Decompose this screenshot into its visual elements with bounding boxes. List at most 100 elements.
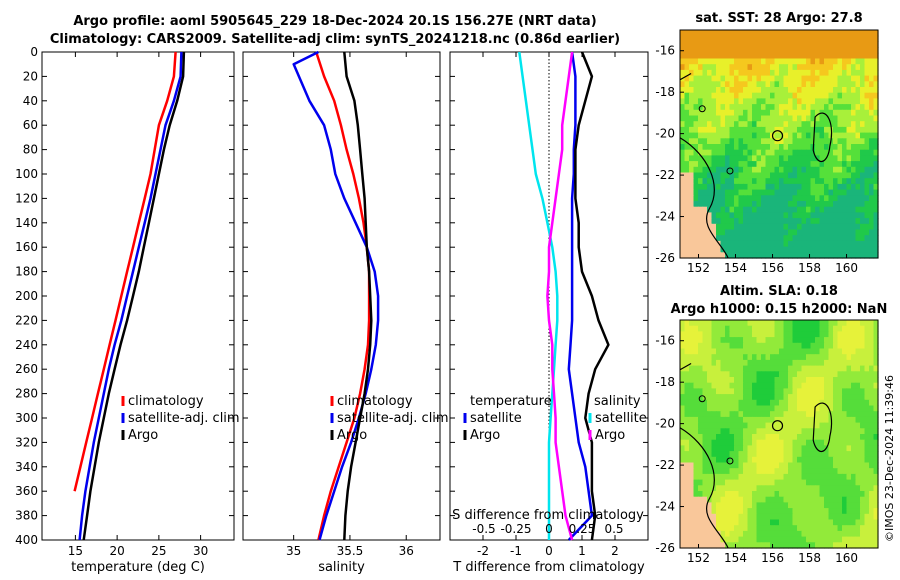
temp-xtick-label: 15 [68, 544, 83, 558]
sst-xtick-label: 160 [835, 261, 858, 275]
sla-argo-position-marker [771, 420, 784, 432]
sal-legend-label: satellite-adj. clim [337, 411, 449, 426]
temp-ytick-label: 300 [15, 411, 38, 425]
sst-islet [726, 167, 734, 175]
temp-xtick-label: 20 [109, 544, 124, 558]
sla-islet [698, 395, 706, 403]
temp-ytick-label: 260 [15, 362, 38, 376]
diff-sal-legend-label: satellite [595, 411, 647, 426]
figure-title-line2: Climatology: CARS2009. Satellite-adj cli… [49, 32, 621, 47]
diff-plot [449, 51, 649, 541]
temp-legend-label: Argo [128, 428, 158, 443]
temp-ytick-label: 360 [15, 484, 38, 498]
sla-ytick-label: -24 [655, 500, 675, 514]
temp-ytick-label: 60 [23, 118, 38, 132]
sla-xtick-label: 158 [798, 551, 821, 565]
temp-ytick-label: 400 [15, 533, 38, 547]
sla-xtick-label: 156 [761, 551, 784, 565]
sal-xtick-label: 35 [286, 544, 301, 558]
sal-plot [242, 50, 441, 541]
sla-map-frame [679, 319, 879, 549]
temp-series-satellite-adj-clim [78, 51, 183, 541]
temp-ytick-label: 20 [23, 69, 38, 83]
diff-top-axis-label: S difference from climatology [452, 508, 644, 523]
temp-ytick-label: 160 [15, 240, 38, 254]
sla-ytick-label: -18 [655, 375, 675, 389]
diff-series-temperature-argo [574, 51, 610, 541]
temp-plot [41, 51, 235, 541]
sla-map-title-line1: Altim. SLA: 0.18 [720, 284, 838, 299]
diff-temp-legend-label: Argo [470, 428, 500, 443]
sal-legend-label: climatology [337, 394, 413, 409]
sla-xtick-label: 154 [724, 551, 747, 565]
temp-xtick-label: 30 [193, 544, 208, 558]
temp-axes-frame [41, 51, 235, 541]
imos-timestamp-watermark: ©IMOS 23-Dec-2024 11:39:46 [883, 375, 896, 542]
sst-islet [698, 105, 706, 113]
temp-ytick-label: 120 [15, 191, 38, 205]
temp-ytick-label: 240 [15, 338, 38, 352]
sst-xtick-label: 156 [761, 261, 784, 275]
sst-map [679, 29, 879, 259]
temp-xtick-label: 25 [151, 544, 166, 558]
sst-reef-contour [679, 137, 729, 259]
temp-legend-label: climatology [128, 394, 204, 409]
diff-xtick-label: 2 [611, 544, 619, 558]
temp-ytick-label: 100 [15, 167, 38, 181]
sla-xtick-label: 152 [687, 551, 710, 565]
sla-chesterfield-contour [812, 402, 833, 452]
diff-xtick-label: 1 [578, 544, 586, 558]
sst-argo-position-marker [771, 130, 784, 142]
sst-coast-fragment [679, 73, 692, 81]
figure-title-line1: Argo profile: aoml 5905645_229 18-Dec-20… [73, 14, 597, 29]
diff-top-tick-label: 0 [545, 522, 553, 536]
diff-top-tick-label: 0.5 [604, 522, 623, 536]
sal-series-satellite-adj-clim [292, 50, 380, 541]
sla-islet [726, 457, 734, 465]
temp-ytick-label: 40 [23, 94, 38, 108]
sst-map-title: sat. SST: 28 Argo: 27.8 [695, 11, 862, 26]
sst-chesterfield-contour [812, 112, 833, 162]
sal-series-argo [343, 51, 373, 541]
sst-ytick-label: -26 [655, 251, 675, 265]
diff-sal-legend-label: Argo [595, 428, 625, 443]
diff-top-tick-label: -0.25 [500, 522, 531, 536]
temp-ytick-label: 380 [15, 509, 38, 523]
sla-reef-contour [679, 427, 729, 549]
sla-ytick-label: -20 [655, 417, 675, 431]
sla-coast-fragment [679, 363, 692, 371]
temp-legend-label: satellite-adj. clim [128, 411, 240, 426]
diff-legend-temp-heading: temperature [470, 394, 552, 409]
sst-map-frame [679, 29, 879, 259]
temp-series-argo [82, 51, 186, 541]
temp-ytick-label: 0 [30, 45, 38, 59]
diff-series-salinity-satellite [518, 51, 559, 540]
diff-top-tick-label: -0.5 [472, 522, 495, 536]
sst-ytick-label: -22 [655, 168, 675, 182]
sla-ytick-label: -22 [655, 458, 675, 472]
diff-series-temperature-satellite [567, 51, 594, 541]
sal-xtick-label: 35.5 [337, 544, 364, 558]
sal-legend-label: Argo [337, 428, 367, 443]
sst-xtick-label: 154 [724, 261, 747, 275]
sst-ytick-label: -18 [655, 85, 675, 99]
temp-ytick-label: 220 [15, 313, 38, 327]
diff-legend-sal-heading: salinity [594, 394, 641, 409]
temp-ytick-label: 200 [15, 289, 38, 303]
sal-xtick-label: 36 [399, 544, 414, 558]
sla-ytick-label: -16 [655, 334, 675, 348]
sst-ytick-label: -24 [655, 210, 675, 224]
sst-xtick-label: 158 [798, 261, 821, 275]
temp-ytick-label: 180 [15, 265, 38, 279]
temp-ytick-label: 340 [15, 460, 38, 474]
temp-ytick-label: 280 [15, 387, 38, 401]
temp-series-climatology [73, 51, 177, 492]
temp-ytick-label: 80 [23, 143, 38, 157]
diff-xtick-label: -2 [477, 544, 489, 558]
sla-map [679, 319, 879, 549]
diff-xtick-label: 0 [545, 544, 553, 558]
sst-ytick-label: -20 [655, 127, 675, 141]
diff-xaxis-label: T difference from climatology [452, 560, 645, 575]
temp-xaxis-label: temperature (deg C) [71, 560, 205, 575]
